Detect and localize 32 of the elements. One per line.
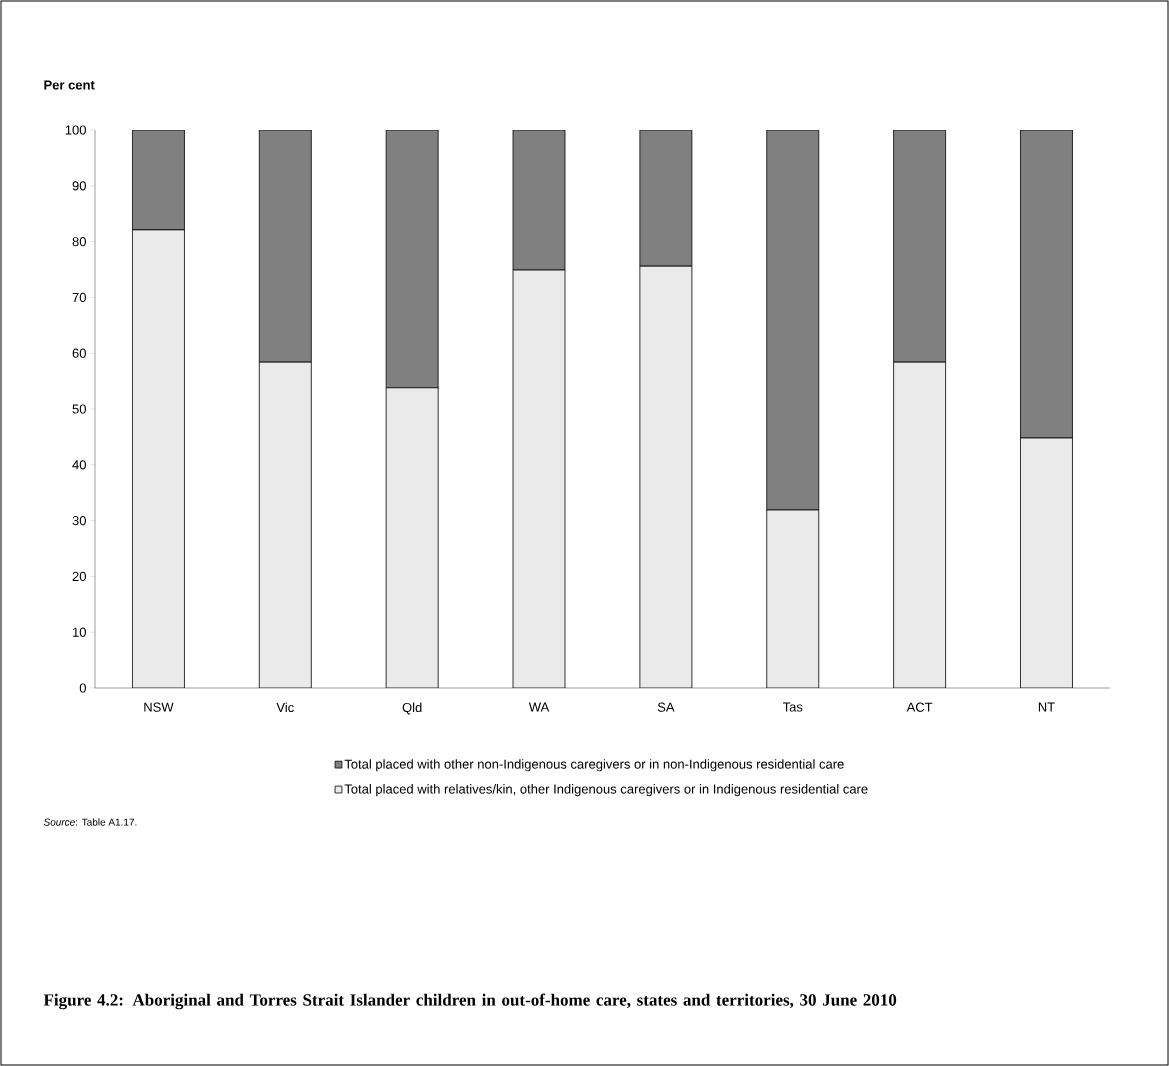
y-tick-label: 40	[72, 460, 86, 470]
y-axis-title: Per cent	[44, 80, 95, 90]
y-tick-label: 50	[72, 404, 86, 414]
y-tick-label: 70	[72, 292, 86, 303]
bar	[766, 509, 820, 689]
y-tick-label: 20	[72, 571, 86, 582]
bar	[258, 361, 312, 689]
y-tick-label: 10	[73, 627, 86, 637]
text: Source: Table A1.17.	[43, 818, 137, 826]
y-tick-label: 30	[72, 516, 86, 526]
bar	[385, 387, 439, 689]
bar	[893, 361, 947, 689]
text: Figure 4.2: Aboriginal and Torres Strait Islander children in out-of-home care, states and territories, 30 June 2010	[43, 993, 897, 1010]
x-tick-label: Qld	[402, 702, 422, 715]
bar	[639, 265, 693, 689]
x-tick-label: NT	[1038, 702, 1055, 712]
x-tick-label: NSW	[144, 702, 174, 712]
x-tick-label: Tas	[782, 702, 803, 712]
legend-label: Total placed with relatives/kin, other Indigenous caregivers or in Indigenous residential care	[344, 784, 868, 797]
legend-label: Total placed with other non-Indigenous caregivers or in non-Indigenous residential care	[344, 759, 844, 772]
x-tick-label: ACT	[906, 702, 933, 712]
bar	[132, 229, 185, 689]
bar	[512, 269, 566, 689]
y-tick-label: 80	[72, 237, 86, 247]
x-tick-label: Vic	[276, 702, 294, 713]
x-tick-label: WA	[528, 702, 550, 712]
x-tick-label: SA	[657, 702, 675, 712]
y-tick-label: 90	[72, 181, 86, 191]
y-tick-label: 60	[72, 348, 86, 358]
y-tick-label: 0	[79, 683, 86, 693]
y-tick-label: 100	[65, 125, 86, 135]
bar	[1020, 437, 1073, 689]
